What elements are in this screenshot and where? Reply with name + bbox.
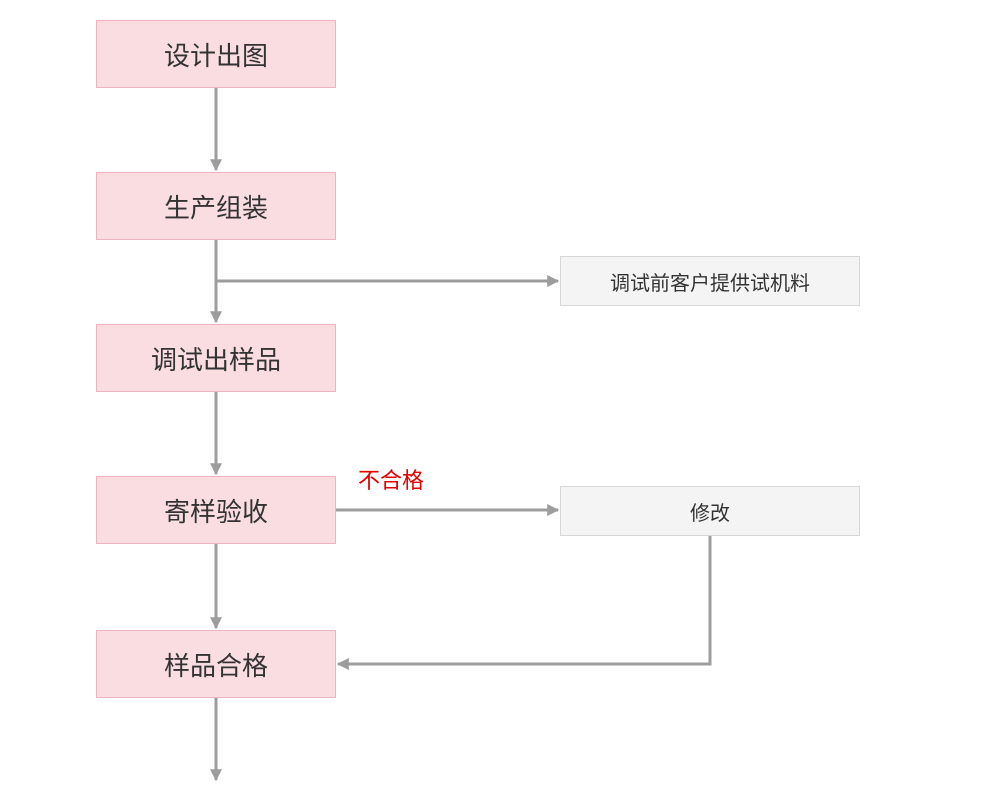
flowchart-node-n2: 生产组装 [96,172,336,240]
flowchart-node-n1: 设计出图 [96,20,336,88]
flowchart-node-label-n2: 生产组装 [164,188,268,225]
flowchart-node-n5: 样品合格 [96,630,336,698]
flowchart-node-label-n4: 寄样验收 [164,492,268,529]
flowchart-node-label-s2: 修改 [690,497,730,526]
flowchart-node-label-n3: 调试出样品 [151,340,281,377]
flowchart-node-label-n1: 设计出图 [164,36,268,73]
flowchart-node-label-n5: 样品合格 [164,646,268,683]
flowchart-node-s2: 修改 [560,486,860,536]
flowchart-node-s1: 调试前客户提供试机料 [560,256,860,306]
flowchart-edge-label-e7: 不合格 [358,468,424,493]
flowchart-node-n3: 调试出样品 [96,324,336,392]
flowchart-node-label-s1: 调试前客户提供试机料 [610,267,810,296]
flowchart-node-n4: 寄样验收 [96,476,336,544]
flowchart-edge-e8 [338,536,710,664]
